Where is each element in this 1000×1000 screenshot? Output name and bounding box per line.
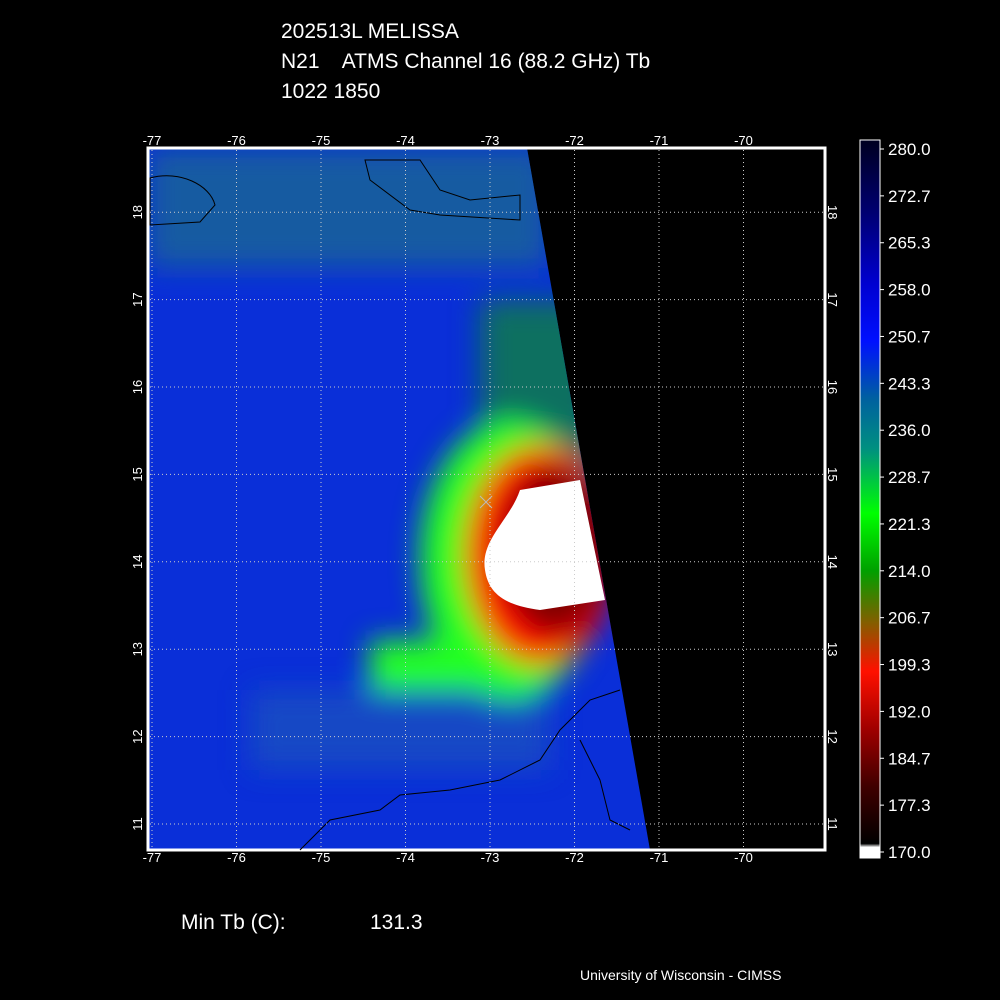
- colorbar-label: 177.3: [888, 796, 931, 815]
- lon-tick-label: -72: [565, 850, 584, 865]
- colorbar-label: 192.0: [888, 702, 931, 721]
- lat-tick-label: 17: [825, 292, 840, 306]
- title-line: 202513L MELISSA: [281, 20, 459, 43]
- colorbar-label: 199.3: [888, 656, 931, 675]
- lon-tick-label: -74: [396, 133, 415, 148]
- lon-tick-label: -70: [734, 850, 753, 865]
- colorbar-label: 258.0: [888, 281, 931, 300]
- colorbar-label: 265.3: [888, 234, 931, 253]
- lon-tick-label: -77: [143, 133, 162, 148]
- coastline: [149, 159, 631, 851]
- lat-tick-label: 14: [825, 555, 840, 569]
- lon-tick-label: -75: [312, 133, 331, 148]
- lon-tick-label: -73: [481, 133, 500, 148]
- lon-tick-label: -77: [143, 850, 162, 865]
- colorbar-label: 243.3: [888, 374, 931, 393]
- lat-tick-label: 13: [825, 642, 840, 656]
- colorbar-label: 214.0: [888, 562, 931, 581]
- colorbar-label: 206.7: [888, 609, 931, 628]
- lat-tick-label: 14: [130, 555, 145, 569]
- colorbar-label: 184.7: [888, 749, 931, 768]
- lon-tick-label: -71: [650, 850, 669, 865]
- title-line: 1022 1850: [281, 80, 380, 103]
- lon-tick-label: -73: [481, 850, 500, 865]
- lon-tick-label: -71: [650, 133, 669, 148]
- lat-tick-label: 17: [130, 292, 145, 306]
- lat-tick-label: 16: [825, 380, 840, 394]
- lat-tick-label: 12: [825, 729, 840, 743]
- colorbar-label: 228.7: [888, 468, 931, 487]
- lat-tick-label: 12: [130, 729, 145, 743]
- lat-tick-label: 13: [130, 642, 145, 656]
- colorbar-label: 272.7: [888, 187, 931, 206]
- lon-tick-label: -72: [565, 133, 584, 148]
- lat-tick-label: 18: [130, 205, 145, 219]
- colorbar-label: 250.7: [888, 327, 931, 346]
- lat-tick-label: 11: [130, 817, 145, 831]
- lat-tick-label: 15: [130, 467, 145, 481]
- title-line: N21 ATMS Channel 16 (88.2 GHz) Tb: [281, 50, 650, 73]
- lon-tick-label: -75: [312, 850, 331, 865]
- lat-tick-label: 16: [130, 380, 145, 394]
- lon-tick-label: -70: [734, 133, 753, 148]
- colorbar-label: 236.0: [888, 421, 931, 440]
- colorbar: [859, 139, 881, 859]
- colorbar-label: 280.0: [888, 140, 931, 159]
- min-tb-label: Min Tb (C):: [181, 911, 286, 934]
- min-tb-value: 131.3: [370, 911, 423, 934]
- lat-tick-label: 15: [825, 467, 840, 481]
- lat-tick-label: 18: [825, 205, 840, 219]
- colorbar-label: 221.3: [888, 515, 931, 534]
- lon-tick-label: -76: [227, 850, 246, 865]
- colorbar-label: 170.0: [888, 843, 931, 862]
- map-frame: [146, 146, 827, 852]
- lat-tick-label: 11: [825, 817, 840, 831]
- lon-tick-label: -76: [227, 133, 246, 148]
- credit: University of Wisconsin - CIMSS: [580, 967, 781, 983]
- lon-tick-label: -74: [396, 850, 415, 865]
